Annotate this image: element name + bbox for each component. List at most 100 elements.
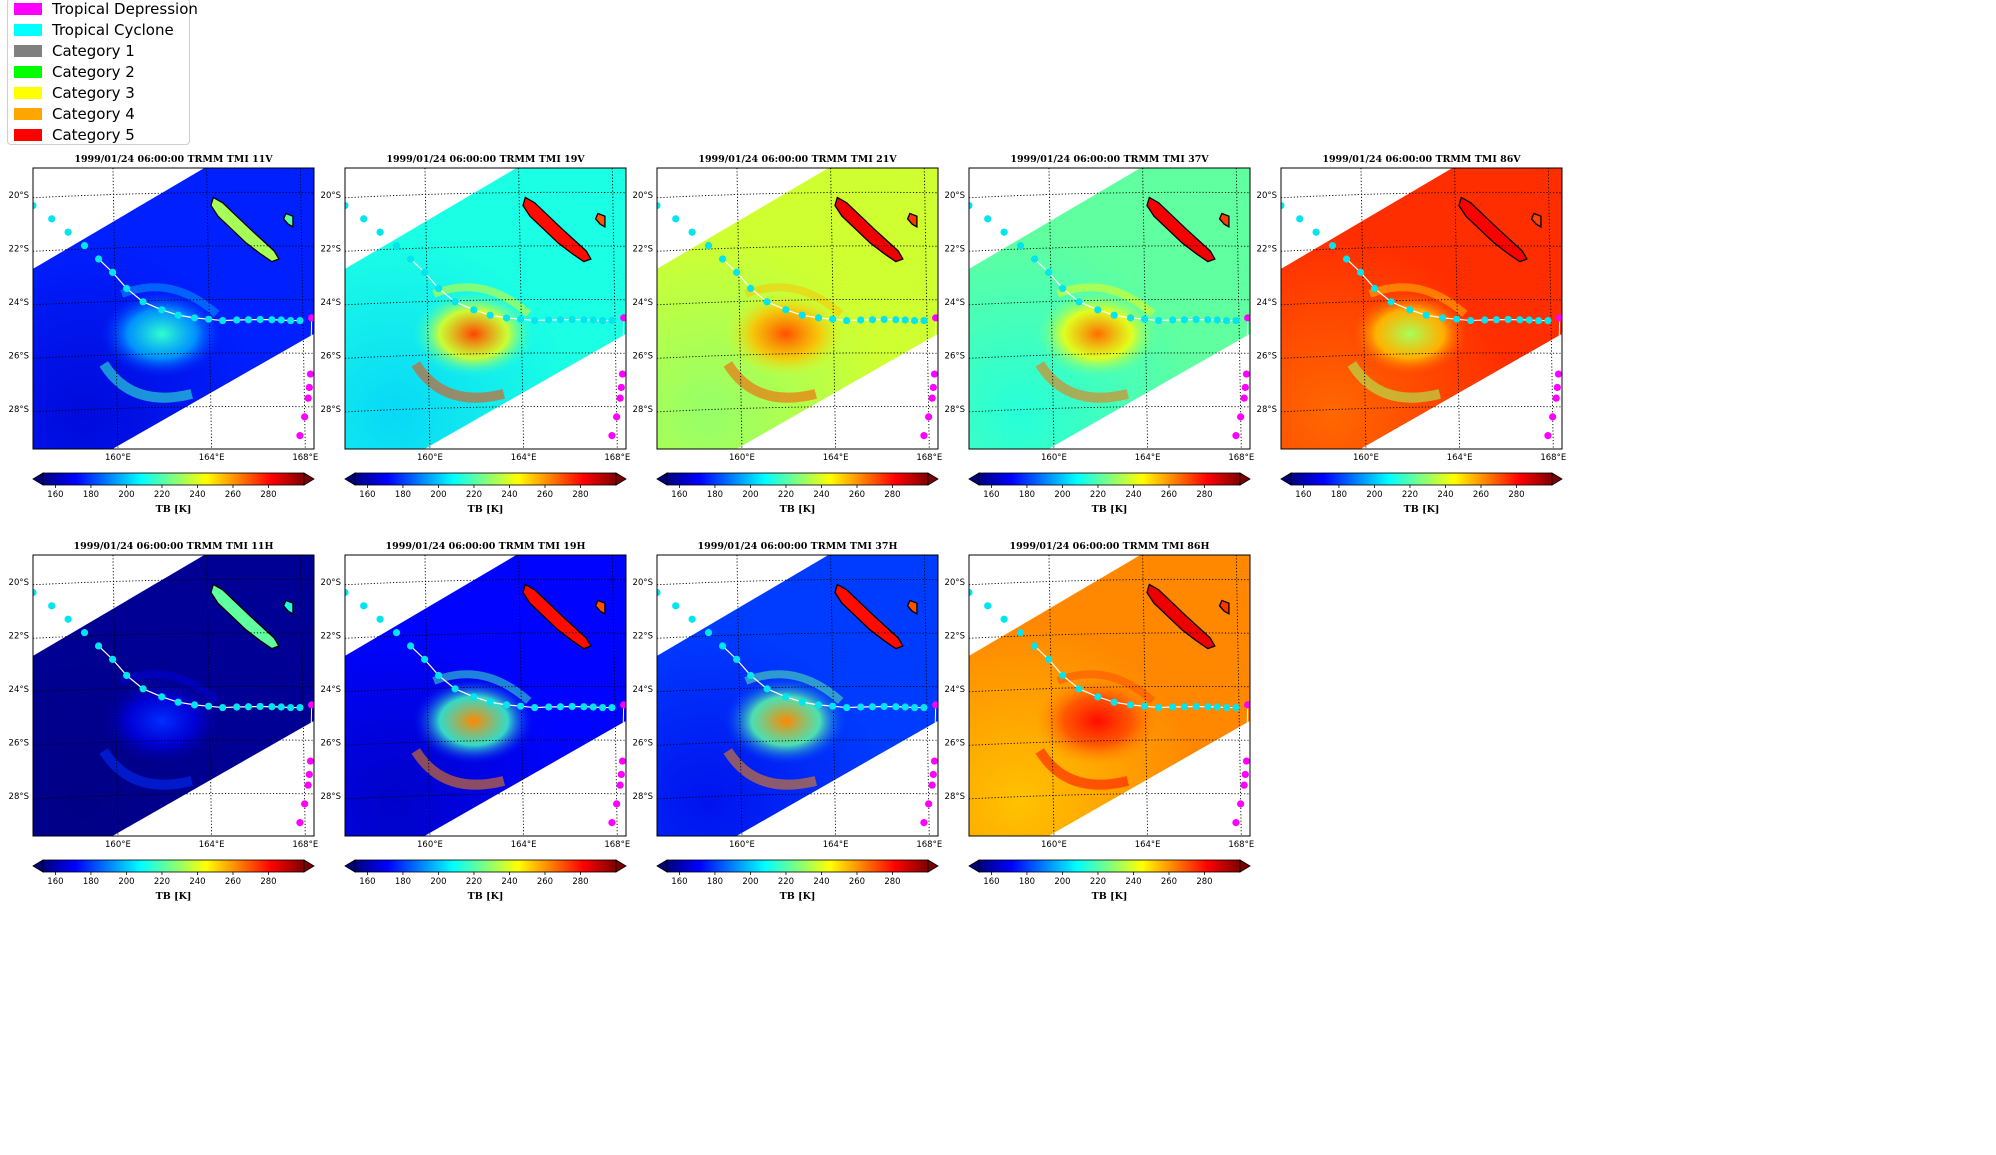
lat-tick-label: 26°S — [633, 351, 653, 361]
track-point — [589, 316, 597, 324]
colorbar-label: TB [K] — [468, 891, 504, 902]
track-point — [880, 702, 888, 711]
track-point — [1169, 316, 1177, 324]
track-point-depression — [1242, 370, 1250, 378]
track-point-depression — [1244, 701, 1250, 709]
colorbar-min-arrow — [344, 859, 356, 873]
track-line — [1346, 258, 1548, 322]
colorbar-max-arrow — [303, 859, 315, 873]
track-point — [782, 693, 790, 701]
lat-tick-label: 28°S — [945, 792, 965, 802]
colorbar-tick-label: 240 — [501, 490, 517, 500]
legend-swatch — [14, 3, 42, 15]
colorbar-tick-label: 160 — [671, 490, 687, 500]
track-line — [98, 645, 300, 709]
landmass-outline — [1146, 196, 1216, 263]
track-point — [901, 703, 909, 711]
colorbar-tick-label: 160 — [47, 877, 63, 887]
colorbar-max-arrow — [615, 472, 627, 486]
track-point — [174, 698, 182, 706]
parallel-line — [345, 298, 626, 306]
parallel-line — [657, 578, 938, 586]
lat-tick-label: 28°S — [9, 792, 29, 802]
panel-title: 1999/01/24 06:00:00 TRMM TMI 21V — [698, 154, 897, 165]
track-point — [920, 316, 928, 325]
legend: Tropical Depression Tropical Cyclone Categ… — [7, 0, 198, 145]
track-point — [33, 588, 37, 597]
track-point — [94, 255, 103, 263]
parallel-line — [1281, 405, 1562, 413]
track-point — [517, 702, 525, 710]
track-point — [1141, 315, 1149, 323]
track-line — [1034, 258, 1236, 322]
track-point — [1192, 315, 1200, 324]
track-point-depression — [1242, 757, 1250, 765]
track-point — [984, 602, 992, 610]
track-point-depression — [932, 701, 938, 709]
track-point — [1180, 316, 1189, 324]
track-point — [798, 698, 806, 706]
spiral-band — [1035, 748, 1130, 790]
track-point — [580, 316, 588, 324]
parallel-line — [345, 739, 626, 746]
map-frame — [344, 167, 627, 450]
track-point — [470, 306, 478, 314]
lat-tick-label: 20°S — [1257, 191, 1277, 201]
map-frame — [968, 167, 1251, 450]
lat-tick-label: 20°S — [945, 578, 965, 588]
lon-tick-label: 164°E — [511, 840, 537, 850]
track-point — [763, 685, 771, 693]
track-point — [718, 255, 727, 263]
lat-tick-label: 26°S — [9, 351, 29, 361]
graticule — [33, 168, 314, 449]
track-point-depression — [620, 701, 626, 709]
landmass-outline — [210, 583, 280, 650]
spiral-band — [432, 670, 532, 704]
track-point — [158, 306, 166, 314]
track-point — [517, 315, 525, 323]
spiral-band — [723, 361, 818, 403]
spiral-band — [1035, 361, 1130, 403]
colorbar-min-arrow — [1280, 472, 1292, 486]
colorbar-tick-label: 240 — [501, 877, 517, 887]
meridian-line — [1142, 555, 1149, 836]
track-point — [608, 703, 616, 712]
storm-core — [99, 676, 224, 765]
swath — [657, 555, 938, 836]
track-point-depression — [608, 432, 616, 440]
track-point — [763, 298, 771, 306]
parallel-line — [345, 792, 626, 800]
colorbar-tick-label: 260 — [1473, 490, 1489, 500]
parallel-line — [657, 298, 938, 306]
panel-title: 1999/01/24 06:00:00 TRMM TMI 37V — [1010, 154, 1209, 165]
lat-tick-label: 22°S — [633, 244, 653, 254]
colorbar-min-arrow — [32, 859, 44, 873]
map-panel: 1999/01/24 06:00:00 TRMM TMI 19V 20°S 22°S… — [321, 154, 631, 515]
track-point — [277, 703, 285, 711]
colorbar-tick-label: 160 — [359, 490, 375, 500]
parallel-line — [33, 352, 314, 359]
track-point — [244, 703, 253, 711]
track-point — [843, 316, 851, 325]
track-point — [1030, 642, 1039, 650]
lat-tick-label: 24°S — [945, 298, 965, 308]
colorbar-tick-label: 220 — [1402, 490, 1418, 500]
track-point — [733, 268, 741, 276]
track-point — [256, 315, 264, 324]
track-point — [969, 588, 973, 597]
lon-tick-label: 164°E — [1447, 453, 1473, 463]
track-point — [64, 615, 72, 623]
map-frame — [344, 554, 627, 837]
track-point — [910, 703, 919, 712]
lon-tick-label: 164°E — [823, 840, 849, 850]
parallel-line — [969, 352, 1250, 359]
legend-item: Category 2 — [14, 62, 135, 82]
spiral-band — [744, 670, 844, 704]
track-point-depression — [1552, 394, 1560, 402]
colorbar-tick-label: 180 — [1019, 490, 1035, 500]
lon-tick-label: 164°E — [199, 453, 225, 463]
track-point — [486, 311, 494, 319]
panel-title: 1999/01/24 06:00:00 TRMM TMI 86V — [1322, 154, 1521, 165]
parallel-line — [657, 245, 938, 252]
panel-title: 1999/01/24 06:00:00 TRMM TMI 11H — [74, 541, 274, 552]
